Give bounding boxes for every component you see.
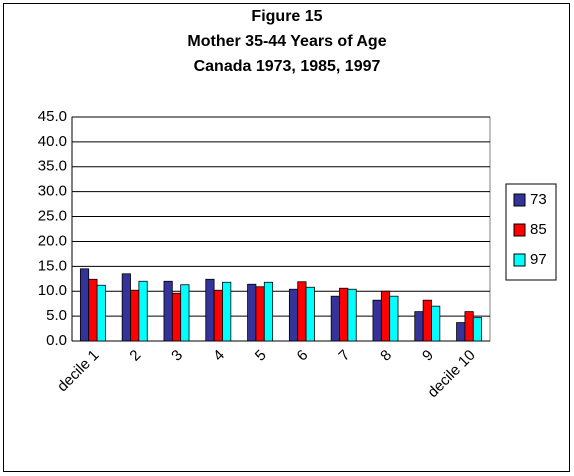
chart-title: Mother 35-44 Years of Age [187, 33, 386, 50]
y-tick-label: 5.0 [46, 307, 67, 324]
bar [472, 317, 483, 342]
bar [205, 278, 215, 342]
bar [288, 288, 299, 342]
chart-title: Figure 15 [251, 8, 322, 25]
bar [130, 289, 140, 342]
bar [96, 284, 106, 342]
bar [380, 290, 391, 342]
bar [339, 287, 349, 342]
bar [330, 295, 340, 342]
y-tick-label: 45.0 [38, 108, 67, 125]
bar [88, 278, 98, 342]
bar [464, 311, 474, 342]
bar [422, 299, 432, 342]
y-tick-label: 15.0 [38, 257, 67, 274]
bar [79, 268, 90, 342]
bar [138, 280, 148, 342]
bar [347, 288, 357, 342]
bar [414, 311, 424, 342]
bar [456, 322, 466, 342]
bar [171, 292, 182, 342]
legend-swatch [513, 223, 526, 237]
legend-label: 97 [530, 251, 547, 268]
bar [431, 305, 441, 342]
y-tick-label: 40.0 [38, 133, 67, 150]
y-tick-label: 0.0 [46, 332, 67, 349]
chart-title: Canada 1973, 1985, 1997 [194, 58, 381, 75]
legend-swatch [513, 253, 526, 267]
y-tick-label: 35.0 [38, 158, 67, 175]
y-tick-label: 10.0 [38, 282, 67, 299]
bar [247, 283, 257, 342]
legend-swatch [513, 193, 526, 207]
y-tick-label: 20.0 [38, 232, 67, 249]
bar [255, 286, 265, 342]
legend-label: 85 [530, 221, 547, 238]
bar [389, 295, 399, 342]
legend-label: 73 [530, 191, 547, 208]
y-tick-label: 30.0 [38, 183, 67, 200]
bar [163, 280, 173, 342]
bar [297, 281, 307, 342]
bar [121, 273, 131, 342]
bar [222, 281, 232, 342]
y-tick-label: 25.0 [38, 208, 67, 225]
bar [263, 281, 274, 342]
bar [213, 289, 223, 342]
bar [305, 286, 315, 342]
bar [372, 299, 382, 342]
bar [180, 284, 190, 342]
